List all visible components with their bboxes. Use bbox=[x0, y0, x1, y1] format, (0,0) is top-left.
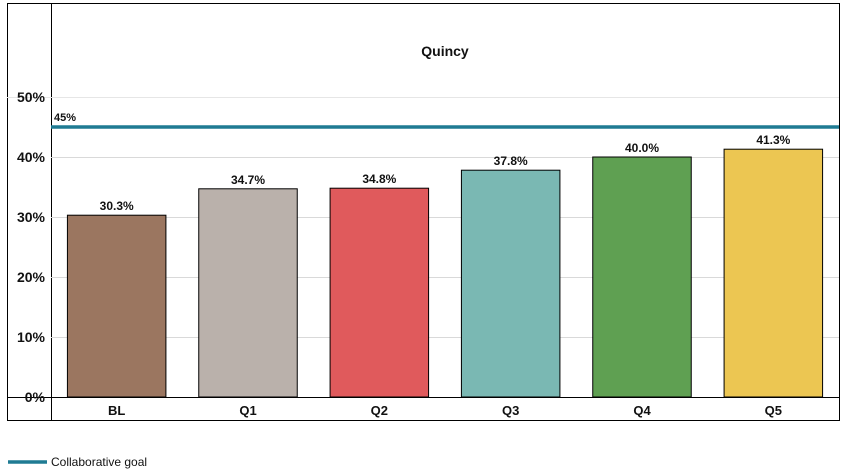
bar-q1 bbox=[198, 188, 298, 398]
bar-q4 bbox=[592, 156, 692, 398]
goal-label: 45% bbox=[54, 112, 76, 124]
chart-title: Quincy bbox=[421, 43, 469, 59]
y-tick-label: 50% bbox=[17, 89, 46, 105]
x-tick-label: BL bbox=[108, 403, 125, 418]
data-label: 34.7% bbox=[231, 173, 265, 187]
y-tick-label: 0% bbox=[25, 389, 46, 405]
x-tick-label: Q4 bbox=[633, 403, 651, 418]
x-tick-labels: BL Q1 Q2 Q3 Q4 Q5 bbox=[108, 403, 782, 418]
data-label: 34.8% bbox=[362, 172, 396, 186]
x-tick-label: Q2 bbox=[371, 403, 388, 418]
bar-q2 bbox=[329, 187, 430, 398]
data-label: 30.3% bbox=[100, 199, 134, 213]
legend-label: Collaborative goal bbox=[51, 455, 147, 469]
bar-q3 bbox=[460, 169, 561, 398]
data-label: 41.3% bbox=[756, 133, 790, 147]
x-tick-label: Q1 bbox=[239, 403, 256, 418]
data-label: 40.0% bbox=[625, 141, 659, 155]
y-tick-label: 20% bbox=[17, 269, 46, 285]
legend: Collaborative goal bbox=[8, 455, 147, 469]
x-tick-label: Q5 bbox=[765, 403, 782, 418]
bar-bl bbox=[66, 214, 167, 398]
x-tick-label: Q3 bbox=[502, 403, 519, 418]
y-tick-label: 40% bbox=[17, 149, 46, 165]
bar-q5 bbox=[723, 148, 824, 398]
grid-layer bbox=[7, 97, 839, 338]
data-label: 37.8% bbox=[494, 154, 528, 168]
y-tick-labels: 0% 10% 20% 30% 40% 50% bbox=[17, 89, 46, 405]
bars bbox=[66, 148, 824, 398]
chart-frame bbox=[7, 3, 840, 421]
y-tick-label: 10% bbox=[17, 329, 46, 345]
data-labels: 30.3% 34.7% 34.8% 37.8% 40.0% 41.3% bbox=[100, 133, 791, 213]
y-tick-label: 30% bbox=[17, 209, 46, 225]
